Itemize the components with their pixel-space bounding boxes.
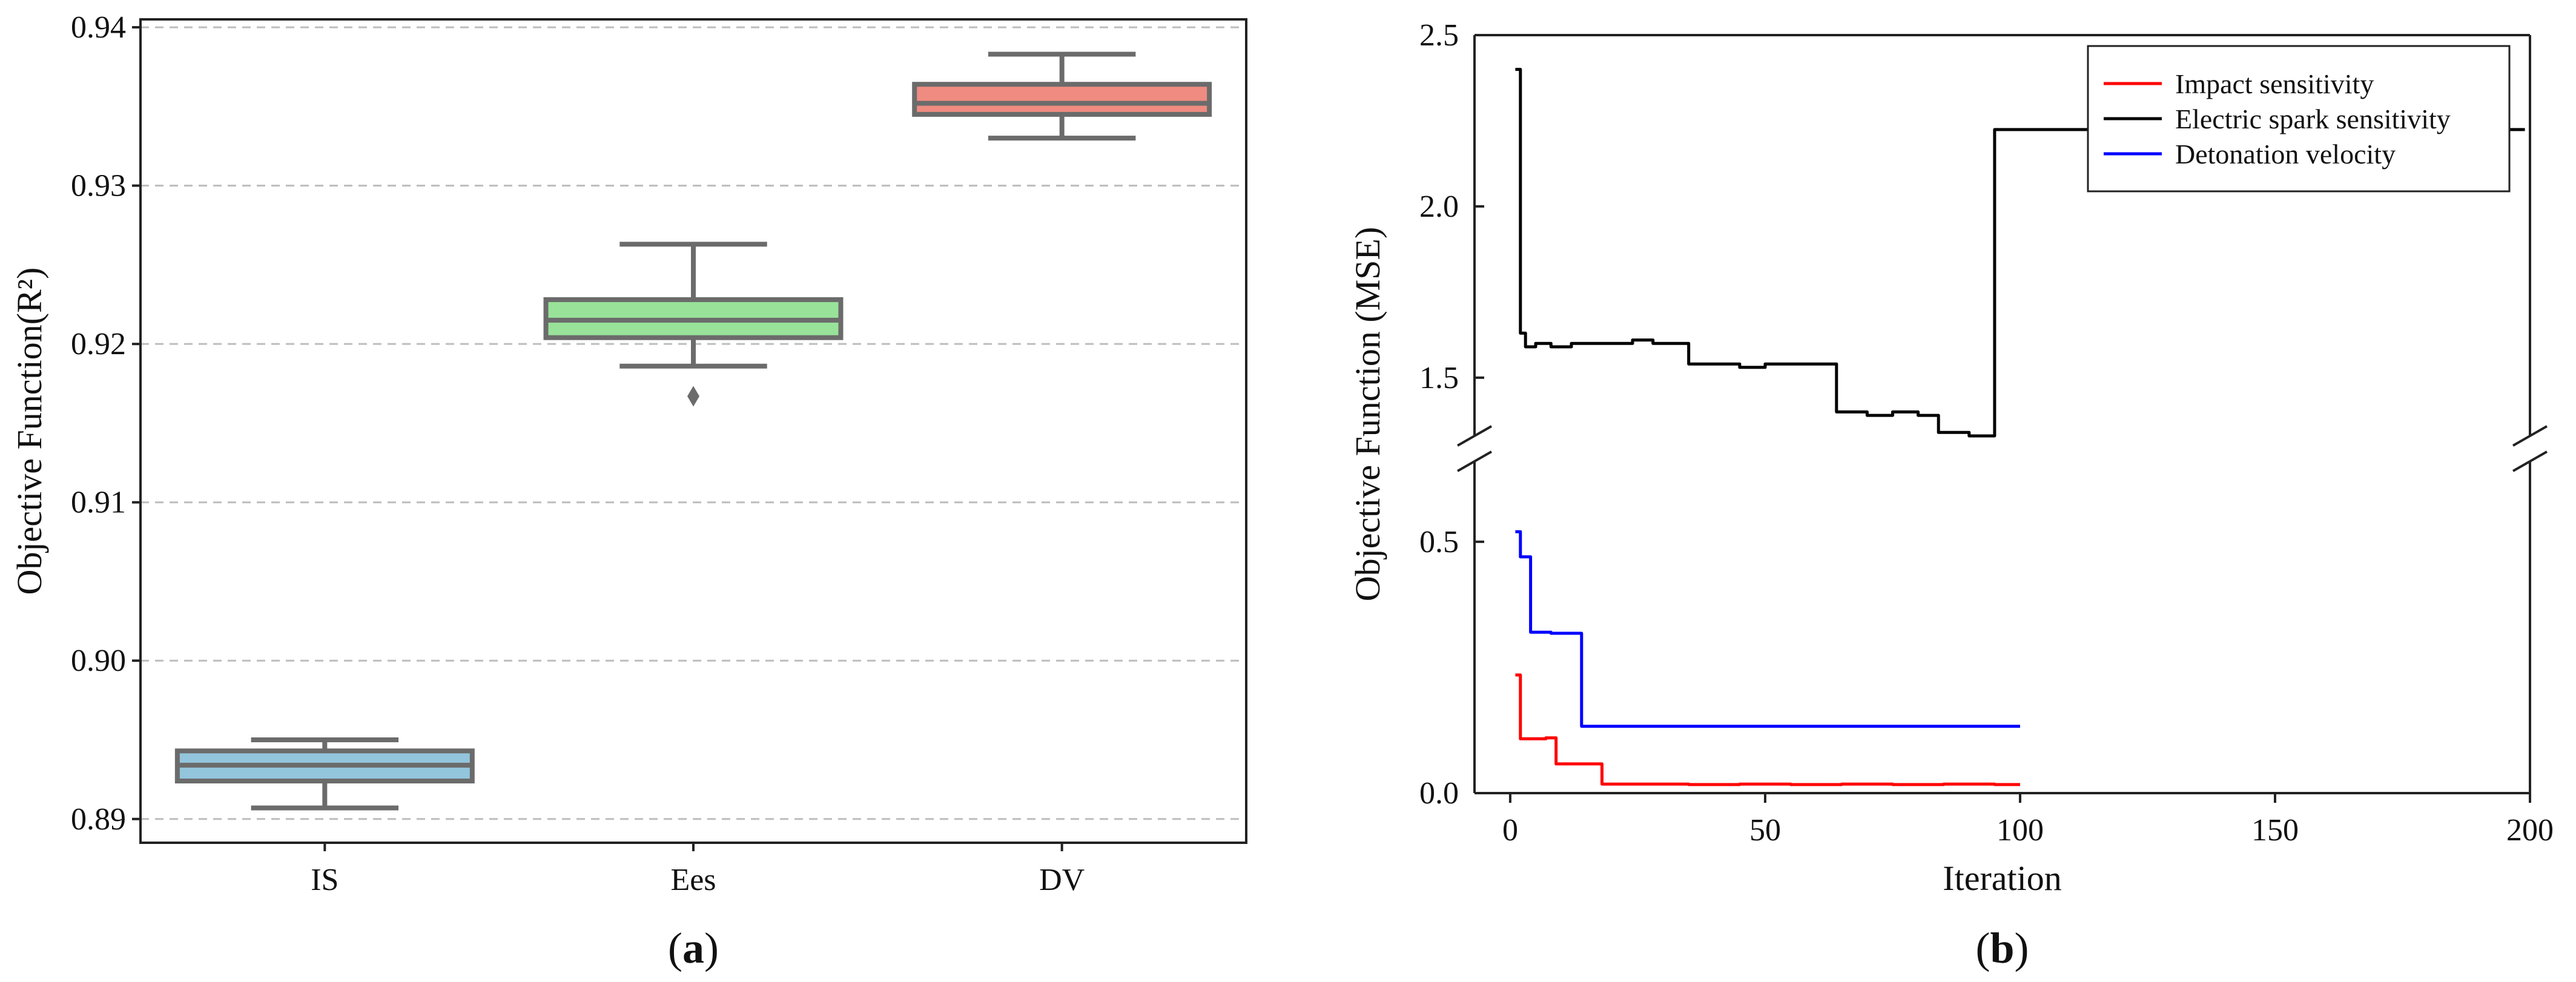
b-axis-break-mark <box>1457 450 1492 472</box>
a-plot-frame <box>139 18 1247 844</box>
b-panel-letter: b <box>1990 924 2014 972</box>
b-y-tick-label: 1.5 <box>1419 361 1459 395</box>
b-y-tick-label: 0.5 <box>1419 525 1459 559</box>
a-gridlines <box>140 26 1246 820</box>
a-y-axis-label: Objective Function(R²) <box>10 268 49 595</box>
a-outlier <box>687 386 699 407</box>
a-x-tick-label: Ees <box>670 863 716 897</box>
b-series-line-0 <box>1515 673 2020 786</box>
b-y-tick-label: 0.0 <box>1419 776 1459 811</box>
b-y-axis-label: Objective Function (MSE) <box>1348 227 1387 602</box>
b-series-lines <box>1515 68 2525 786</box>
a-box-group <box>543 242 844 407</box>
a-y-tick-label: 0.93 <box>71 169 126 203</box>
a-box-group <box>912 51 1212 141</box>
a-x-ticks: IS Ees DV <box>311 843 1085 897</box>
b-legend-label: Impact sensitivity <box>2175 68 2374 99</box>
a-panel-label: (a) <box>668 924 719 972</box>
b-plot-frame <box>1457 34 2548 794</box>
b-x-tick-label: 50 <box>1749 813 1781 848</box>
b-x-tick-label: 150 <box>2251 813 2299 848</box>
b-series-line-2 <box>1515 530 2020 728</box>
b-x-tick-label: 200 <box>2506 813 2554 848</box>
b-y-tick-label: 2.0 <box>1419 189 1459 224</box>
b-series-line-1 <box>1515 68 2525 438</box>
b-x-ticks: 0 50 100 150 200 <box>1502 793 2554 848</box>
a-y-tick-label: 0.89 <box>71 802 126 837</box>
b-legend-label: Electric spark sensitivity <box>2175 104 2451 134</box>
b-y-ticks: 1.5 2.0 2.5 0.0 0.5 <box>1419 18 1484 811</box>
a-box <box>912 82 1212 117</box>
a-x-tick-label: IS <box>311 863 339 897</box>
a-y-tick-label: 0.91 <box>71 486 126 520</box>
b-axis-break-mark <box>1457 425 1492 447</box>
panel-a-boxplot: 0.89 0.90 0.91 0.92 0.93 0.94 IS Ees DV Objecti… <box>10 10 1247 972</box>
b-x-axis-label: Iteration <box>1943 858 2061 898</box>
b-legend: Impact sensitivity Electric spark sensiti… <box>2087 45 2511 193</box>
a-box-group <box>174 737 475 811</box>
a-panel-letter: a <box>682 924 704 972</box>
b-axis-break-mark <box>2512 425 2548 447</box>
panel-b-line-chart: 1.5 2.0 2.5 0.0 0.5 0 50 100 150 200 Iteration O… <box>1348 18 2554 972</box>
b-legend-label: Detonation velocity <box>2175 139 2396 170</box>
a-y-tick-label: 0.92 <box>71 327 126 361</box>
b-axis-break-mark <box>2512 450 2548 472</box>
b-y-tick-label: 2.5 <box>1419 18 1459 53</box>
a-y-tick-label: 0.94 <box>71 10 126 45</box>
a-y-tick-label: 0.90 <box>71 644 126 678</box>
b-x-tick-label: 0 <box>1502 813 1518 848</box>
a-y-ticks: 0.89 0.90 0.91 0.92 0.93 0.94 <box>71 10 140 837</box>
a-x-tick-label: DV <box>1039 863 1085 897</box>
a-boxes <box>174 51 1212 811</box>
b-panel-label: (b) <box>1975 924 2029 972</box>
b-x-tick-label: 100 <box>1996 813 2044 848</box>
